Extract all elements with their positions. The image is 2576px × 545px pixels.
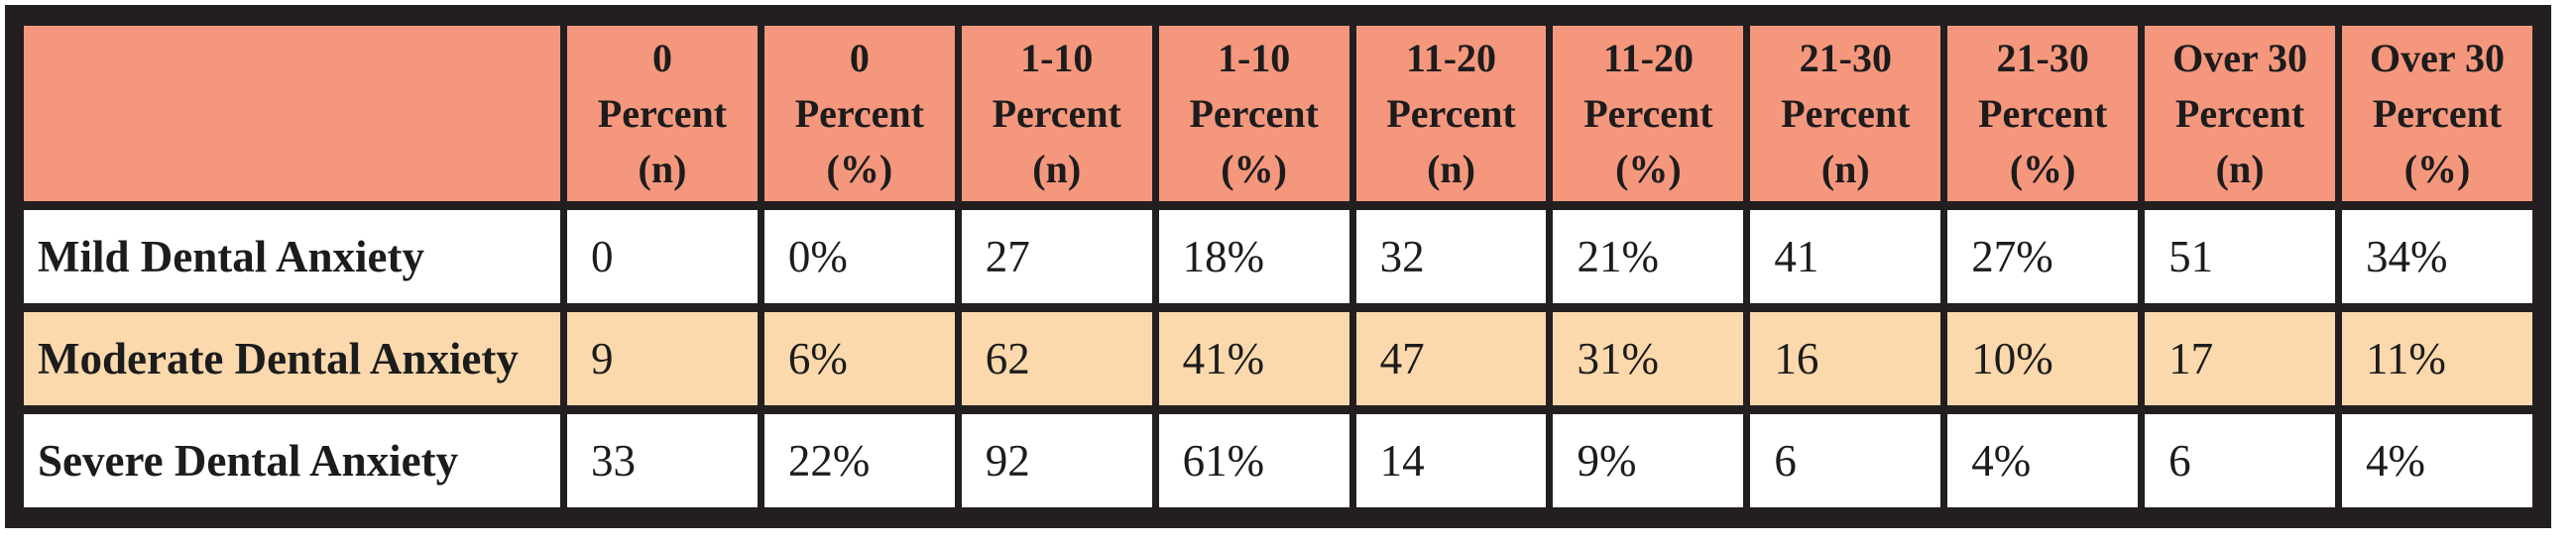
data-cell: 18% [1151, 201, 1356, 312]
header-cell-21-30-percent-n: 21-30 Percent (n) [1743, 17, 1948, 210]
data-cell: 4% [1940, 405, 2146, 516]
header-cell-11-20-percent-n: 11-20 Percent (n) [1348, 17, 1554, 210]
header-cell-over-30-percent-pct: Over 30 Percent (%) [2335, 17, 2539, 210]
data-cell: 27% [1940, 201, 2146, 312]
row-label-moderate: Moderate Dental Anxiety [17, 303, 567, 414]
data-cell: 6 [1743, 405, 1948, 516]
data-cell: 32 [1348, 201, 1554, 312]
header-cell-1-10-percent-pct: 1-10 Percent (%) [1151, 17, 1356, 210]
data-cell: 9% [1546, 405, 1751, 516]
row-label-mild: Mild Dental Anxiety [17, 201, 567, 312]
header-cell-over-30-percent-n: Over 30 Percent (n) [2138, 17, 2343, 210]
data-cell: 92 [954, 405, 1159, 516]
header-cell-21-30-percent-pct: 21-30 Percent (%) [1940, 17, 2146, 210]
data-cell: 31% [1546, 303, 1751, 414]
dental-anxiety-data-table: 0 Percent (n) 0 Percent (%) 1-10 Percent… [17, 17, 2539, 516]
header-cell-0-percent-n: 0 Percent (n) [560, 17, 764, 210]
header-row: 0 Percent (n) 0 Percent (%) 1-10 Percent… [17, 17, 2539, 210]
data-cell: 41% [1151, 303, 1356, 414]
header-cell-0-percent-pct: 0 Percent (%) [757, 17, 962, 210]
data-cell: 11% [2335, 303, 2539, 414]
table-row-mild: Mild Dental Anxiety 0 0% 27 18% 32 21% 4… [17, 201, 2539, 312]
data-cell: 4% [2335, 405, 2539, 516]
data-cell: 21% [1546, 201, 1751, 312]
dental-anxiety-table: 0 Percent (n) 0 Percent (%) 1-10 Percent… [5, 5, 2551, 528]
header-cell-1-10-percent-n: 1-10 Percent (n) [954, 17, 1159, 210]
table-row-severe: Severe Dental Anxiety 33 22% 92 61% 14 9… [17, 405, 2539, 516]
data-cell: 33 [560, 405, 764, 516]
data-cell: 0 [560, 201, 764, 312]
header-cell-11-20-percent-pct: 11-20 Percent (%) [1546, 17, 1751, 210]
table-row-moderate: Moderate Dental Anxiety 9 6% 62 41% 47 3… [17, 303, 2539, 414]
data-cell: 9 [560, 303, 764, 414]
data-cell: 22% [757, 405, 962, 516]
corner-cell [17, 17, 567, 210]
data-cell: 41 [1743, 201, 1948, 312]
row-label-severe: Severe Dental Anxiety [17, 405, 567, 516]
data-cell: 51 [2138, 201, 2343, 312]
data-cell: 34% [2335, 201, 2539, 312]
data-cell: 6% [757, 303, 962, 414]
data-cell: 14 [1348, 405, 1554, 516]
data-cell: 47 [1348, 303, 1554, 414]
data-cell: 62 [954, 303, 1159, 414]
data-cell: 61% [1151, 405, 1356, 516]
data-cell: 10% [1940, 303, 2146, 414]
data-cell: 6 [2138, 405, 2343, 516]
data-cell: 17 [2138, 303, 2343, 414]
data-cell: 16 [1743, 303, 1948, 414]
data-cell: 0% [757, 201, 962, 312]
data-cell: 27 [954, 201, 1159, 312]
